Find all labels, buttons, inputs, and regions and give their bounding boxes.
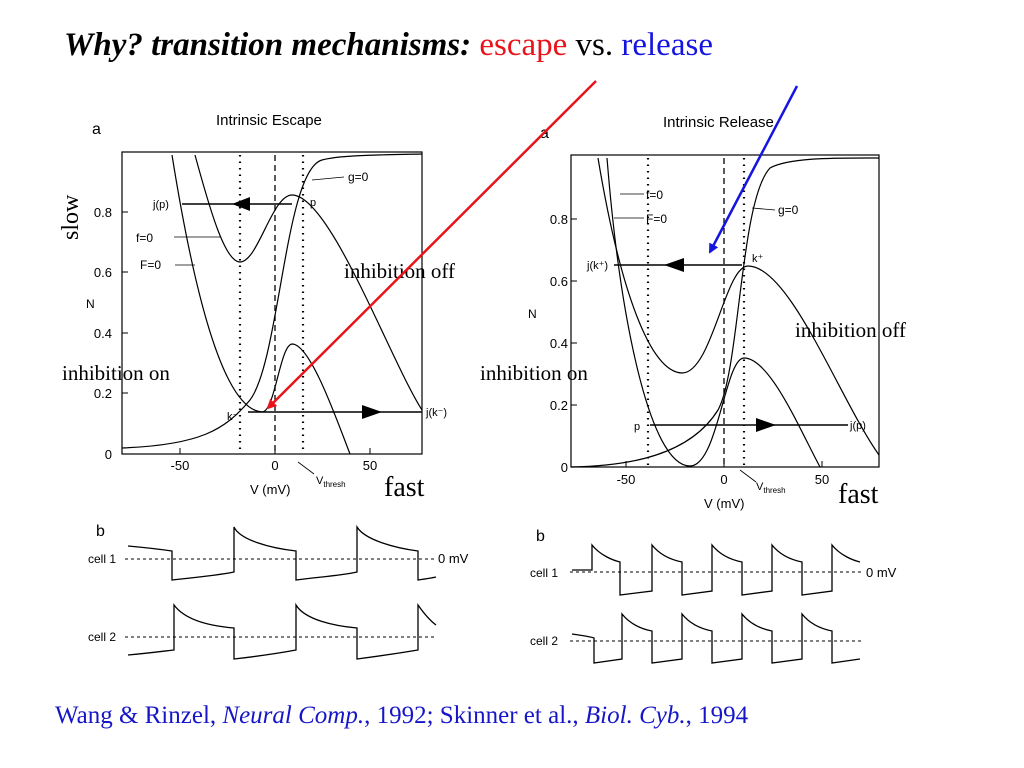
right-g0-label: g=0 (778, 203, 799, 217)
left-ytick-2: 0.4 (94, 326, 112, 341)
right-jp-label: j(p) (849, 420, 866, 432)
left-g0-curve (121, 153, 423, 449)
escape-arrow (266, 80, 597, 410)
left-plot-frame (121, 151, 423, 455)
slide-title: Why? transition mechanisms: escape vs. r… (64, 27, 713, 64)
left-xtick-2: 50 (363, 458, 377, 473)
left-p-label: p (310, 197, 316, 209)
left-cell1-trace (127, 524, 437, 581)
right-F0-label: F=0 (646, 212, 667, 226)
right-g0-curve (570, 157, 880, 468)
inhibition-off-right-label: inhibition off (795, 318, 906, 342)
right-bottom-arrowhead (756, 418, 776, 432)
left-jkminus-label: j(k⁻) (425, 407, 447, 419)
right-F0-curve (606, 157, 821, 468)
title-release: release (621, 27, 713, 63)
right-cell1-trace (572, 543, 861, 596)
right-f0-label: f=0 (646, 188, 663, 202)
inhibition-on-right-label: inhibition on (480, 361, 588, 385)
left-F0-label: F=0 (140, 258, 161, 272)
left-top-arrowhead (232, 197, 250, 211)
citation: Wang & Rinzel, Neural Comp., 1992; Skinn… (55, 702, 748, 730)
left-ytick-3: 0.6 (94, 265, 112, 280)
left-f0-curve (194, 154, 423, 411)
title-vs: vs. (575, 27, 614, 63)
citation-year-2: , 1994 (685, 702, 749, 729)
right-cell1-label: cell 1 (530, 566, 558, 580)
left-f0-label: f=0 (136, 231, 153, 245)
left-bottom-arrowhead (362, 405, 382, 419)
right-trace-letter: b (536, 528, 545, 545)
fast-left-label: fast (384, 472, 425, 503)
inhibition-on-left-label: inhibition on (62, 361, 170, 385)
right-vthresh-label: Vthresh (756, 481, 786, 495)
citation-authors-1: Wang & Rinzel, (55, 702, 223, 729)
right-f0-curve (597, 157, 880, 456)
right-ylabel: N (528, 307, 537, 321)
right-xtick-0: -50 (617, 472, 636, 487)
right-kplus-label: k⁺ (752, 253, 764, 265)
left-panel-heading: Intrinsic Escape (216, 112, 322, 129)
right-plot-frame (570, 154, 880, 468)
right-traces: b cell 1 cell 2 0 mV (530, 528, 897, 664)
left-cell1-label: cell 1 (88, 552, 116, 566)
right-ytick-3: 0.6 (550, 274, 568, 289)
left-traces: b cell 1 cell 2 0 mV (88, 523, 469, 660)
right-jkplus-label: j(k⁺) (586, 260, 608, 272)
right-xtick-2: 50 (815, 472, 829, 487)
left-ytick-4: 0.8 (94, 205, 112, 220)
right-p-label: p (634, 421, 640, 433)
right-ytick-0: 0 (561, 460, 568, 475)
left-ylabel: N (86, 297, 95, 311)
left-vthresh-label: Vthresh (316, 475, 346, 489)
title-escape: escape (479, 27, 568, 63)
right-panel-heading: Intrinsic Release (663, 114, 774, 131)
left-trace-letter: b (96, 523, 105, 540)
fast-right-label: fast (838, 479, 879, 510)
right-xtick-1: 0 (720, 472, 727, 487)
right-xlabel: V (mV) (704, 496, 744, 511)
citation-authors-2: , 1992; Skinner et al., (364, 702, 585, 729)
left-jp-label: j(p) (152, 199, 169, 211)
left-cell2-trace (127, 602, 437, 660)
left-cell2-label: cell 2 (88, 630, 116, 644)
right-phase-plane: a Intrinsic Release 0 0.2 0.4 0.6 0.8 -5… (528, 114, 880, 511)
inhibition-off-left-label: inhibition off (344, 259, 455, 283)
left-F0-curve (171, 154, 351, 455)
right-ytick-1: 0.2 (550, 398, 568, 413)
left-kminus-label: k⁻ (227, 411, 239, 423)
right-cell2-trace (571, 612, 861, 664)
left-g0-label: g=0 (348, 170, 369, 184)
left-xtick-1: 0 (271, 458, 278, 473)
citation-journal-2: Biol. Cyb. (584, 702, 686, 729)
right-zero-mv-label: 0 mV (866, 565, 897, 580)
citation-journal-1: Neural Comp. (222, 702, 365, 729)
left-xlabel: V (mV) (250, 482, 290, 497)
left-phase-plane: a Intrinsic Escape 0 0.2 0.4 0.6 0.8 -50… (86, 112, 447, 497)
release-arrow (708, 85, 799, 254)
left-xtick-0: -50 (171, 458, 190, 473)
slow-label: slow (58, 194, 84, 240)
left-panel-letter: a (92, 121, 101, 138)
left-ytick-1: 0.2 (94, 386, 112, 401)
right-top-arrowhead (664, 258, 684, 272)
right-cell2-label: cell 2 (530, 634, 558, 648)
right-ytick-4: 0.8 (550, 212, 568, 227)
left-ytick-0: 0 (105, 447, 112, 462)
title-question: Why? transition mechanisms: (64, 27, 472, 63)
left-zero-mv-label: 0 mV (438, 551, 469, 566)
right-ytick-2: 0.4 (550, 336, 568, 351)
